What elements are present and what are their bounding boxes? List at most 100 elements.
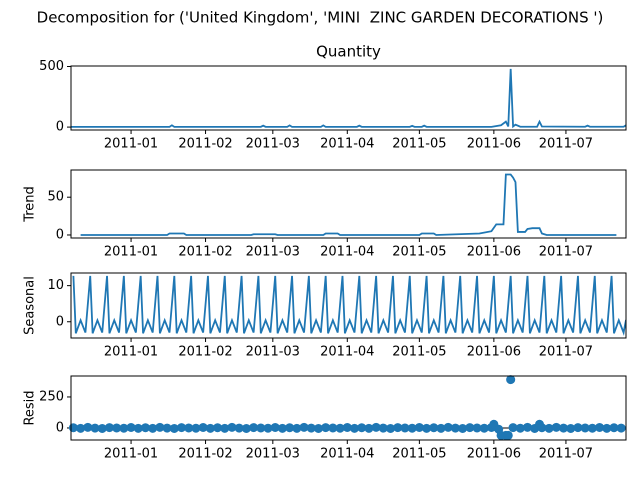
x-tick-label: 2011-02 — [178, 447, 232, 462]
resid-point — [580, 423, 590, 433]
resid-point — [429, 423, 439, 433]
x-tick-label: 2011-07 — [539, 345, 593, 360]
x-tick-label: 2011-01 — [104, 137, 158, 152]
y-tick-label: 10 — [47, 278, 64, 293]
resid-point — [270, 422, 280, 432]
resid-point — [184, 423, 194, 433]
x-tick-label: 2011-07 — [539, 245, 593, 260]
x-tick-label: 2011-03 — [246, 345, 300, 360]
x-tick-label: 2011-07 — [539, 137, 593, 152]
x-tick-label: 2011-02 — [178, 245, 232, 260]
resid-point — [422, 423, 432, 433]
resid-point — [133, 423, 143, 433]
y-tick-label: 0 — [56, 120, 64, 135]
resid-point — [177, 423, 187, 433]
resid-point — [263, 423, 273, 433]
resid-point — [407, 423, 417, 433]
axes-frame — [70, 65, 627, 131]
resid-point — [503, 430, 513, 440]
resid-point — [140, 423, 150, 433]
x-tick-label: 2011-05 — [392, 137, 446, 152]
axes-title: Quantity — [316, 43, 381, 61]
axes-frame — [70, 375, 627, 441]
x-tick-label: 2011-05 — [392, 245, 446, 260]
x-tick-label: 2011-06 — [467, 137, 521, 152]
resid-point — [76, 423, 86, 433]
resid-point — [479, 423, 489, 433]
resid-point — [537, 423, 547, 433]
resid-point — [162, 423, 172, 433]
resid-point — [104, 423, 114, 433]
y-tick-label: 50 — [47, 190, 64, 205]
resid-point — [112, 423, 122, 433]
x-tick-label: 2011-03 — [246, 245, 300, 260]
resid-point — [198, 422, 208, 432]
x-tick-label: 2011-01 — [104, 447, 158, 462]
resid-point — [587, 423, 597, 433]
resid-point — [573, 423, 583, 433]
x-tick-label: 2011-05 — [392, 447, 446, 462]
resid-point — [364, 423, 374, 433]
resid-point — [414, 422, 424, 432]
resid-point — [249, 423, 259, 433]
resid-point — [566, 423, 576, 433]
resid-point — [126, 422, 136, 432]
resid-point — [378, 423, 388, 433]
resid-point — [458, 423, 468, 433]
resid-point — [234, 423, 244, 433]
resid-point — [213, 423, 223, 433]
series-line — [72, 275, 626, 336]
resid-point — [241, 423, 251, 433]
y-axis-label: Resid — [23, 390, 38, 425]
x-tick-label: 2011-05 — [392, 345, 446, 360]
resid-point — [227, 422, 237, 432]
x-tick-label: 2011-06 — [467, 245, 521, 260]
resid-point — [83, 422, 93, 432]
resid-point — [559, 423, 569, 433]
resid-point — [335, 423, 345, 433]
resid-point — [595, 422, 605, 432]
x-tick-label: 2011-04 — [320, 345, 374, 360]
resid-point — [472, 423, 482, 433]
x-tick-label: 2011-03 — [246, 137, 300, 152]
resid-point — [306, 423, 316, 433]
resid-point — [313, 423, 323, 433]
resid-point — [97, 423, 107, 433]
resid-point — [371, 422, 381, 432]
resid-point — [506, 375, 516, 385]
x-tick-label: 2011-01 — [104, 345, 158, 360]
resid-point — [148, 423, 158, 433]
x-tick-label: 2011-04 — [320, 447, 374, 462]
resid-point — [551, 422, 561, 432]
series-line — [80, 173, 617, 236]
y-tick-label: 250 — [39, 389, 64, 404]
x-tick-label: 2011-04 — [320, 137, 374, 152]
resid-point — [400, 423, 410, 433]
y-tick-label: 0 — [56, 227, 64, 242]
resid-point — [609, 423, 619, 433]
axes-frame — [70, 272, 627, 339]
figure-title: Decomposition for ('United Kingdom', 'MI… — [37, 9, 604, 27]
x-tick-label: 2011-07 — [539, 447, 593, 462]
x-tick-label: 2011-04 — [320, 245, 374, 260]
resid-point — [277, 423, 287, 433]
x-tick-label: 2011-06 — [467, 447, 521, 462]
resid-point — [436, 423, 446, 433]
resid-point — [321, 423, 331, 433]
resid-point — [443, 422, 453, 432]
y-axis-label: Trend — [23, 186, 38, 223]
x-tick-label: 2011-02 — [178, 137, 232, 152]
resid-point — [342, 422, 352, 432]
resid-point — [220, 423, 230, 433]
resid-point — [90, 423, 100, 433]
x-tick-label: 2011-02 — [178, 345, 232, 360]
resid-point — [357, 423, 367, 433]
resid-point — [508, 423, 518, 433]
resid-point — [299, 422, 309, 432]
resid-point — [119, 423, 129, 433]
resid-point — [386, 423, 396, 433]
y-tick-label: 0 — [56, 314, 64, 329]
resid-point — [292, 423, 302, 433]
resid-point — [205, 423, 215, 433]
